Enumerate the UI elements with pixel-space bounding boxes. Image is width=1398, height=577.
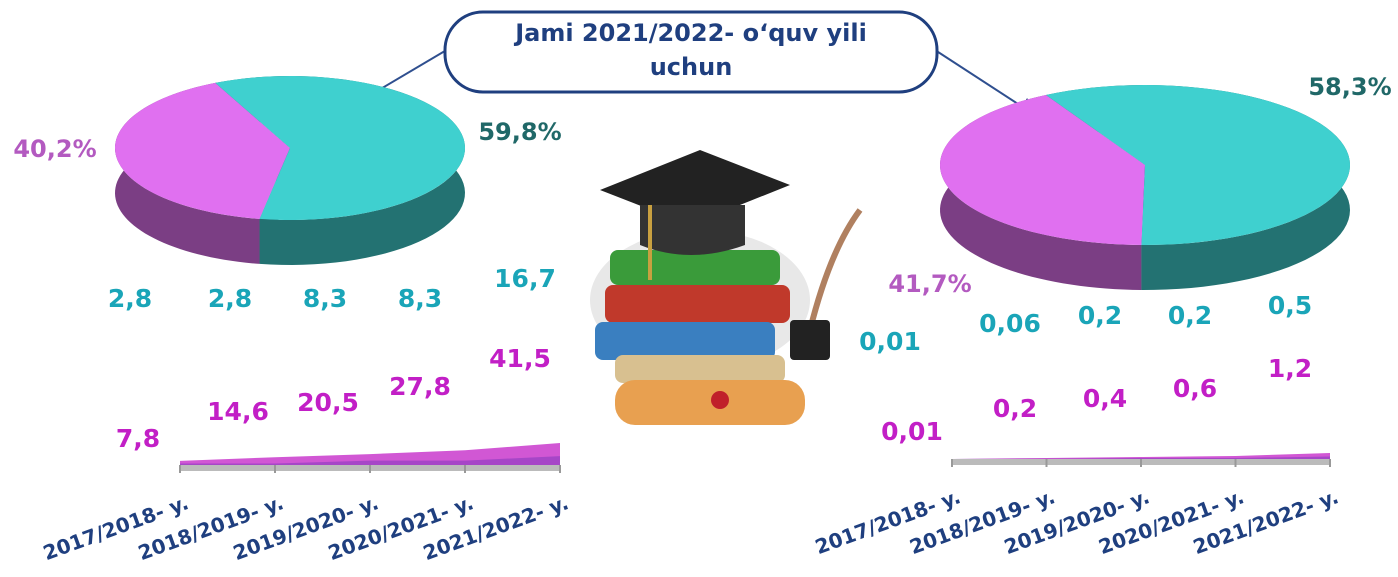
value-label: 0,01 bbox=[859, 327, 921, 356]
value-label: 0,4 bbox=[1083, 384, 1127, 413]
value-label: 41,5 bbox=[489, 344, 551, 373]
value-label: 14,6 bbox=[207, 397, 269, 426]
value-label: 8,3 bbox=[398, 284, 442, 313]
value-label: 16,7 bbox=[494, 264, 556, 293]
value-label: 0,2 bbox=[1078, 301, 1122, 330]
value-label: 27,8 bbox=[389, 372, 451, 401]
pie-slice bbox=[115, 82, 290, 219]
area bbox=[180, 443, 560, 465]
value-label: 0,2 bbox=[993, 394, 1037, 423]
value-label: 0,5 bbox=[1268, 291, 1312, 320]
value-label: 0,06 bbox=[979, 309, 1041, 338]
pie-slice bbox=[1045, 84, 1350, 245]
area bbox=[952, 453, 1330, 459]
value-label: 0,6 bbox=[1173, 374, 1217, 403]
value-label: 0,01 bbox=[881, 417, 943, 446]
callout-text: Jami 2021/2022- o‘quv yili uchun bbox=[515, 19, 867, 81]
value-label: 2,8 bbox=[208, 284, 252, 313]
value-label: 20,5 bbox=[297, 388, 359, 417]
callout: Jami 2021/2022- o‘quv yili uchun bbox=[341, 10, 1039, 118]
pie-slice bbox=[215, 76, 465, 220]
pie-label: 59,8% bbox=[478, 118, 561, 146]
value-label: 7,8 bbox=[116, 424, 160, 453]
value-label: 2,8 bbox=[108, 284, 152, 313]
value-label: 8,3 bbox=[303, 284, 347, 313]
pie-label: 41,7% bbox=[888, 270, 971, 298]
value-label: 1,2 bbox=[1268, 354, 1312, 383]
pie-label: 58,3% bbox=[1308, 73, 1391, 101]
pie-label: 40,2% bbox=[13, 135, 96, 163]
graduation-illustration bbox=[590, 150, 863, 425]
pie-slice bbox=[940, 94, 1145, 245]
value-label: 0,2 bbox=[1168, 301, 1212, 330]
